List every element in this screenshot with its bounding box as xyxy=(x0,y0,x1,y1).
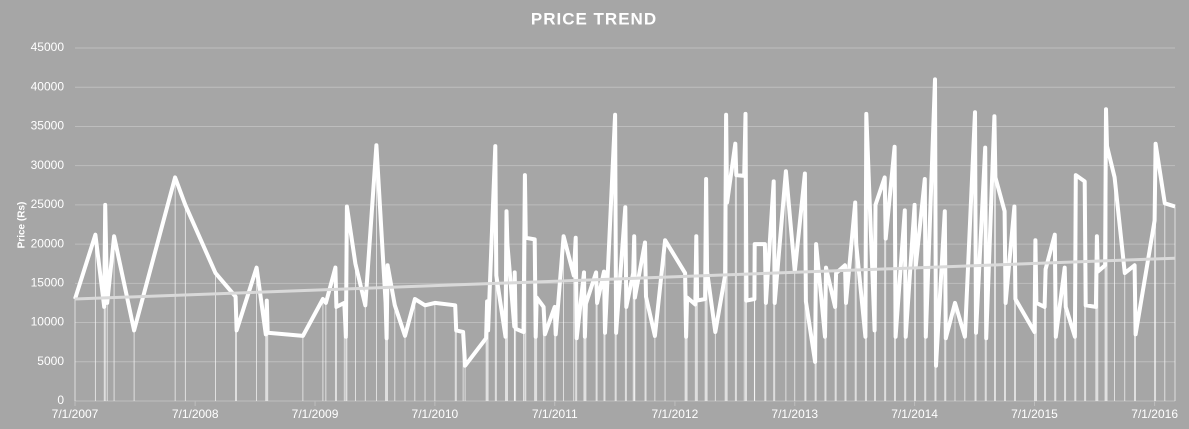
y-tick-label: 25000 xyxy=(31,197,65,211)
y-tick-label: 10000 xyxy=(31,315,65,329)
y-axis-label: Price (Rs) xyxy=(17,202,28,249)
x-tick-label: 7/1/2008 xyxy=(172,407,219,421)
x-tick-label: 7/1/2009 xyxy=(292,407,339,421)
y-tick-label: 30000 xyxy=(31,158,65,172)
y-tick-label: 35000 xyxy=(31,119,65,133)
x-tick-label: 7/1/2011 xyxy=(532,407,578,421)
y-tick-label: 45000 xyxy=(31,40,65,54)
y-tick-label: 15000 xyxy=(31,276,65,290)
x-tick-label: 7/1/2013 xyxy=(771,407,818,421)
y-tick-label: 40000 xyxy=(31,79,65,93)
y-tick-label: 20000 xyxy=(31,236,65,250)
x-tick-label: 7/1/2012 xyxy=(652,407,699,421)
x-tick-label: 7/1/2007 xyxy=(52,407,99,421)
price-line xyxy=(73,77,1176,368)
x-tick-label: 7/1/2016 xyxy=(1131,407,1178,421)
x-tick-label: 7/1/2015 xyxy=(1011,407,1058,421)
x-tick-label: 7/1/2010 xyxy=(412,407,459,421)
x-tick-label: 7/1/2014 xyxy=(891,407,938,421)
y-tick-label: 5000 xyxy=(37,354,64,368)
chart-title: PRICE TREND xyxy=(531,9,657,28)
y-tick-label: 0 xyxy=(57,393,64,407)
trend-line xyxy=(74,256,1176,301)
